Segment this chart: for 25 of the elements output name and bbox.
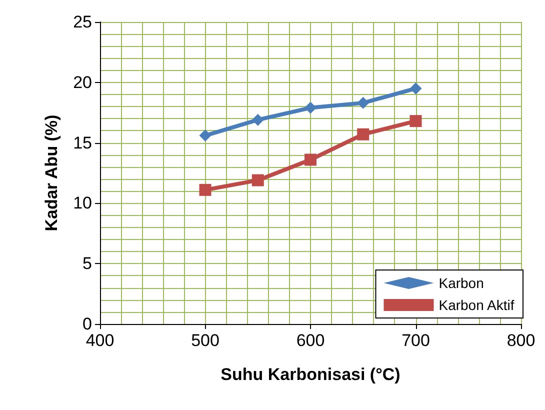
y-axis-title: Kadar Abu (%) bbox=[42, 114, 61, 232]
y-tick-label: 20 bbox=[73, 72, 92, 92]
y-tick-label: 10 bbox=[73, 194, 92, 213]
legend-label: Karbon Aktif bbox=[438, 297, 514, 313]
y-tick-label: 0 bbox=[82, 314, 92, 334]
point bbox=[410, 115, 422, 128]
x-tick-label: 600 bbox=[296, 331, 325, 350]
x-axis-title: Suhu Karbonisasi (°C) bbox=[220, 365, 400, 384]
point bbox=[252, 114, 264, 126]
point bbox=[357, 96, 370, 109]
point bbox=[199, 130, 212, 142]
point bbox=[252, 174, 264, 186]
point bbox=[357, 128, 370, 140]
x-tick-label: 700 bbox=[402, 331, 430, 350]
x-tick-label: 800 bbox=[506, 331, 536, 350]
x-tick-label: 500 bbox=[191, 331, 220, 350]
point bbox=[199, 184, 212, 196]
point bbox=[304, 154, 316, 166]
point bbox=[304, 102, 316, 114]
legend-label: Karbon bbox=[438, 275, 484, 291]
y-tick-label: 25 bbox=[73, 12, 92, 32]
y-tick-label: 15 bbox=[73, 133, 92, 152]
x-tick-label: 400 bbox=[86, 331, 114, 350]
y-tick-label: 5 bbox=[82, 254, 92, 274]
point bbox=[410, 82, 422, 94]
